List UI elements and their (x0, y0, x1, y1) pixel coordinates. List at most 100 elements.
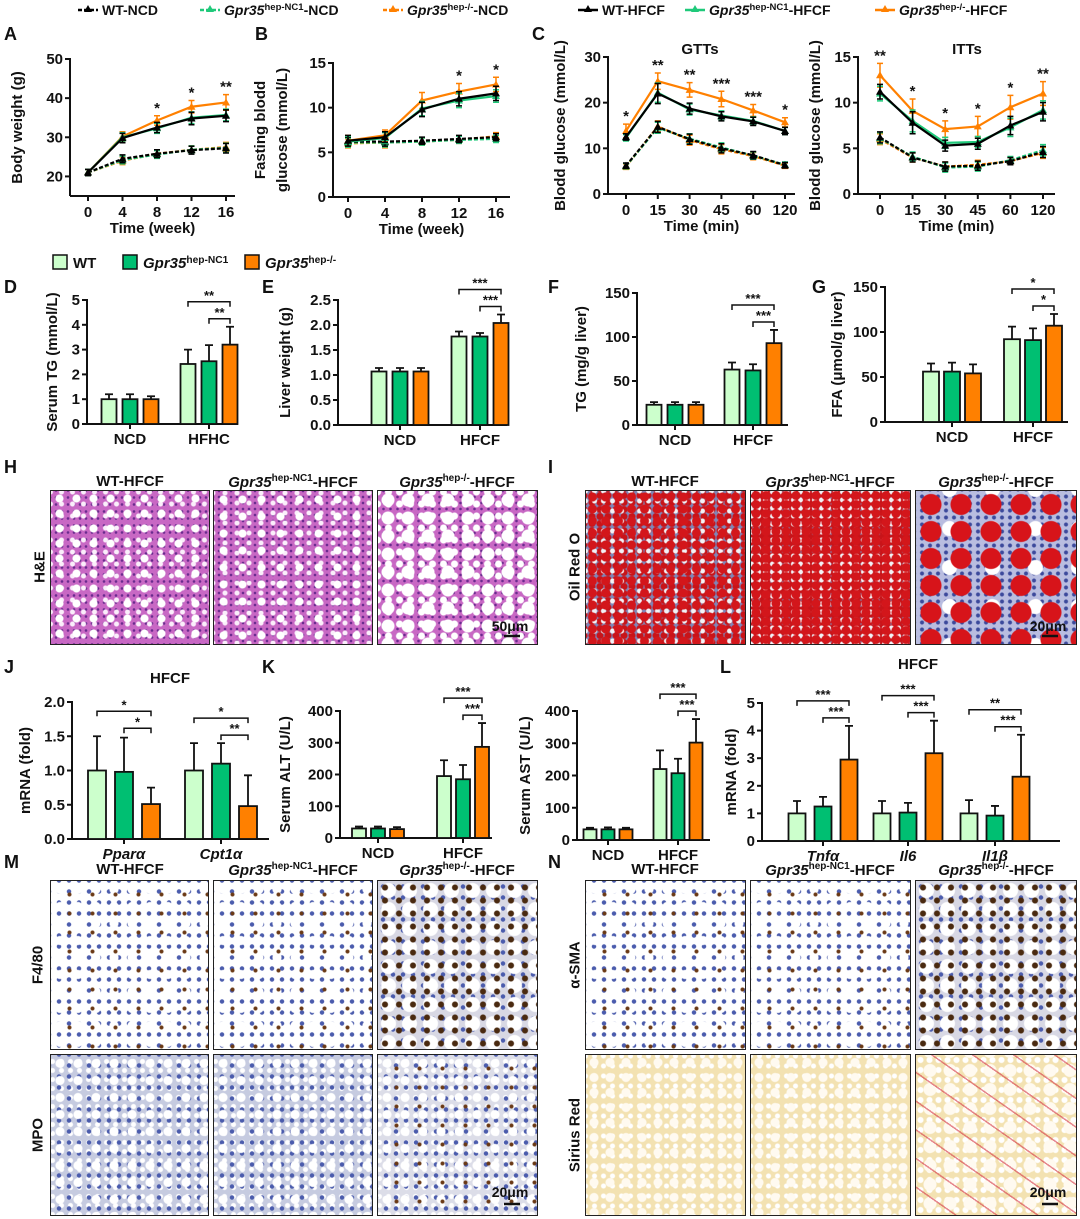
group-label: NCD (592, 847, 625, 864)
series-gpr35hep-ncd (344, 131, 500, 149)
error-bar (782, 116, 788, 128)
micrograph-column-title: Gpr35hep-/--HFCF (938, 861, 1054, 879)
data-point (492, 80, 500, 88)
data-point (622, 133, 630, 141)
y-tick-label: 20 (584, 95, 601, 112)
micrograph-column-title: WT-HFCF (96, 861, 164, 878)
bar-chart-e: 0.0 0.5 1.0 1.5 2.0 2.5 Liver weight (g) NCD HFC… (277, 276, 510, 449)
significance-bracket (994, 725, 1022, 732)
series-wt-hfcf (622, 82, 789, 141)
x-tick-label: 0 (622, 202, 630, 219)
micrograph-h-ko (377, 490, 538, 645)
data-point (653, 89, 662, 97)
label-prefix: Gpr35 (228, 862, 272, 879)
panel-label-f: F (548, 277, 559, 297)
x-axis-label: Time (min) (919, 218, 995, 235)
significance-label: * (1007, 79, 1013, 96)
y-tick-label: 1.5 (310, 342, 331, 359)
data-point (973, 162, 982, 170)
series-line (879, 92, 1044, 144)
y-tick-label: 2.0 (310, 317, 331, 334)
data-point (622, 126, 630, 134)
significance-bracket (220, 734, 249, 741)
series-gpr35hep-nc1-ncd (344, 134, 500, 148)
series-gpr35hep-hfcf (876, 62, 1047, 139)
error-bar (686, 134, 693, 146)
significance-label: * (154, 100, 160, 117)
error-bar (654, 121, 661, 135)
data-point (973, 161, 982, 169)
data-point (381, 138, 389, 146)
label-superscript: hep-/- (939, 2, 965, 13)
significance-bracket (187, 301, 231, 307)
label-suffix: -HFCF (623, 2, 665, 18)
y-axis-label: TG (mg/g liver) (573, 306, 590, 412)
legend-label: Gpr35hep-NC1-HFCF (709, 2, 831, 18)
data-point (222, 110, 230, 118)
data-point (492, 89, 500, 97)
data-point (153, 149, 161, 157)
label-superscript: hep-NC1 (808, 861, 850, 872)
label-suffix: -HFCF (789, 2, 831, 18)
series-line (625, 125, 786, 167)
triangle-marker-icon (84, 5, 92, 12)
error-bar (909, 111, 916, 135)
bar-gpr35hep-nc1 (471, 335, 489, 426)
significance-bracket (96, 710, 152, 717)
panel-label-d: D (4, 277, 17, 297)
series-line (879, 137, 1044, 169)
data-point (381, 133, 389, 141)
data-point (941, 125, 950, 133)
error-bar (942, 136, 949, 150)
error-bar (345, 135, 351, 148)
significance-label: ** (204, 288, 215, 303)
error-bar (244, 774, 252, 807)
triangle-marker-icon (389, 5, 397, 12)
error-bar (793, 800, 801, 814)
data-point (653, 77, 662, 85)
label-prefix: WT (602, 2, 624, 18)
data-point (1039, 105, 1047, 113)
significance-label: * (1041, 292, 1047, 307)
significance-label: *** (483, 293, 499, 308)
panel-label-c: C (532, 24, 545, 44)
triangle-marker-icon (691, 5, 699, 12)
error-bar (154, 149, 160, 159)
bar-gpr35hep-nc1 (211, 762, 231, 840)
significance-label: ** (652, 57, 664, 74)
significance-bracket (193, 717, 249, 724)
bar-gpr35hep-nc1 (200, 360, 218, 425)
y-tick-label: 1 (747, 805, 755, 822)
error-bar (85, 168, 91, 177)
error-bar (120, 736, 128, 772)
label-prefix: Gpr35 (265, 255, 309, 272)
error-bar (877, 132, 883, 146)
data-point (492, 134, 500, 142)
data-point (876, 135, 884, 143)
error-bar (223, 141, 229, 153)
data-point (381, 134, 389, 142)
bar-gpr35hep-nc1 (121, 398, 139, 425)
label-superscript: hep-NC1 (808, 473, 850, 484)
error-bar (456, 135, 462, 145)
legend-swatch (244, 254, 260, 270)
y-tick-label: 50 (613, 373, 630, 390)
data-point (622, 162, 630, 170)
y-axis-label: glucose (mmol/L) (274, 68, 291, 192)
bar-gpr35hep- (839, 758, 859, 842)
group-label: HFHC (188, 431, 230, 448)
data-point (1039, 146, 1047, 154)
x-tick-label: 45 (713, 202, 730, 219)
label-superscript: hep-/- (447, 2, 473, 13)
line-chart-c-itts: 0 5 10 15 Blodd glucose (mmol/L) ITTs 0 15 30 45 6… (807, 40, 1056, 235)
error-bar (750, 116, 757, 126)
data-point (153, 149, 161, 157)
y-tick-label: 400 (545, 703, 570, 720)
y-tick-label: 5 (318, 144, 326, 161)
x-axis-label: Time (week) (379, 221, 465, 238)
error-bar (877, 62, 883, 88)
series-line (347, 83, 497, 142)
panel-label-j: J (4, 657, 14, 677)
data-point (908, 118, 917, 126)
data-point (1006, 121, 1015, 129)
